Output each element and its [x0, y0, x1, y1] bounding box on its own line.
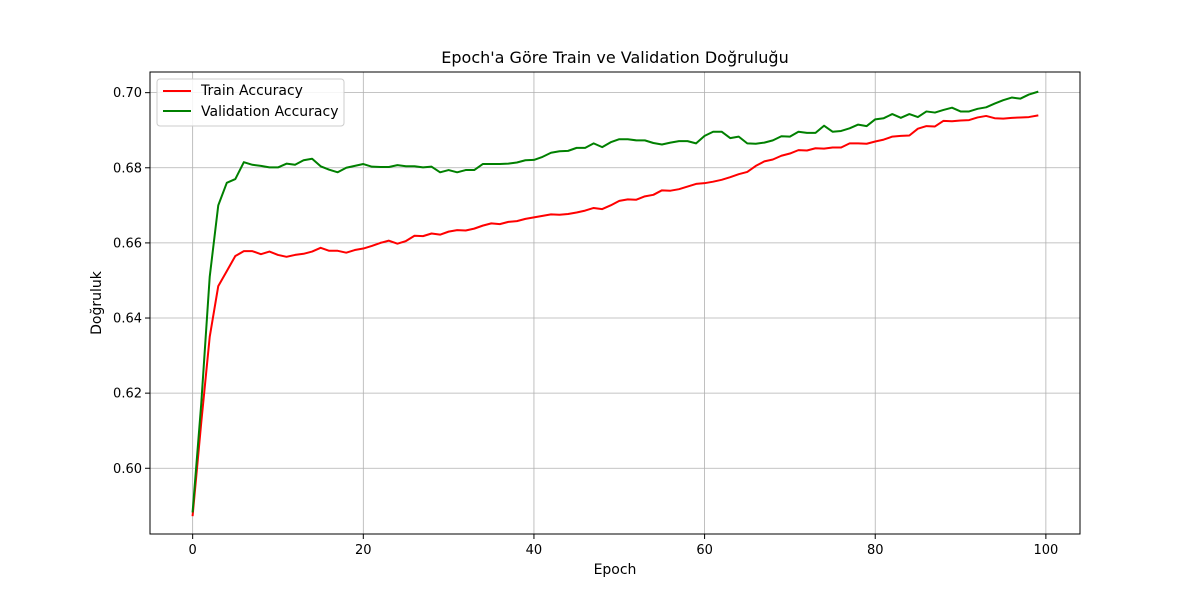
- axis-ticks: 0 20 40 60 80 100 0.60 0.62 0.64 0.66 0.68 0.70: [113, 86, 1058, 558]
- plot-area-frame: [149, 71, 1081, 535]
- y-tick-label: 0.64: [113, 312, 142, 327]
- grid-lines: [150, 72, 1080, 534]
- y-tick-label: 0.70: [113, 86, 142, 101]
- y-tick-label: 0.60: [113, 462, 142, 477]
- train-accuracy-line: [191, 114, 1039, 517]
- y-tick-label: 0.66: [113, 236, 142, 251]
- legend: Train Accuracy Validation Accuracy: [156, 78, 345, 127]
- x-axis-label: Epoch: [594, 562, 637, 578]
- x-tick-label: 40: [526, 543, 543, 558]
- x-tick-label: 0: [189, 543, 197, 558]
- x-tick-label: 100: [1033, 543, 1058, 558]
- x-tick-label: 20: [355, 543, 372, 558]
- chart-title: Epoch'a Göre Train ve Validation Doğrulu…: [441, 48, 788, 67]
- legend-label-train: Train Accuracy: [200, 83, 303, 99]
- series-lines: [191, 90, 1039, 517]
- x-tick-label: 60: [696, 543, 713, 558]
- y-tick-label: 0.68: [113, 161, 142, 176]
- legend-box: [156, 78, 345, 127]
- validation-accuracy-line: [191, 90, 1039, 513]
- y-tick-label: 0.62: [113, 387, 142, 402]
- x-tick-label: 80: [867, 543, 884, 558]
- y-axis-label: Doğruluk: [89, 270, 105, 335]
- legend-label-validation: Validation Accuracy: [201, 104, 339, 120]
